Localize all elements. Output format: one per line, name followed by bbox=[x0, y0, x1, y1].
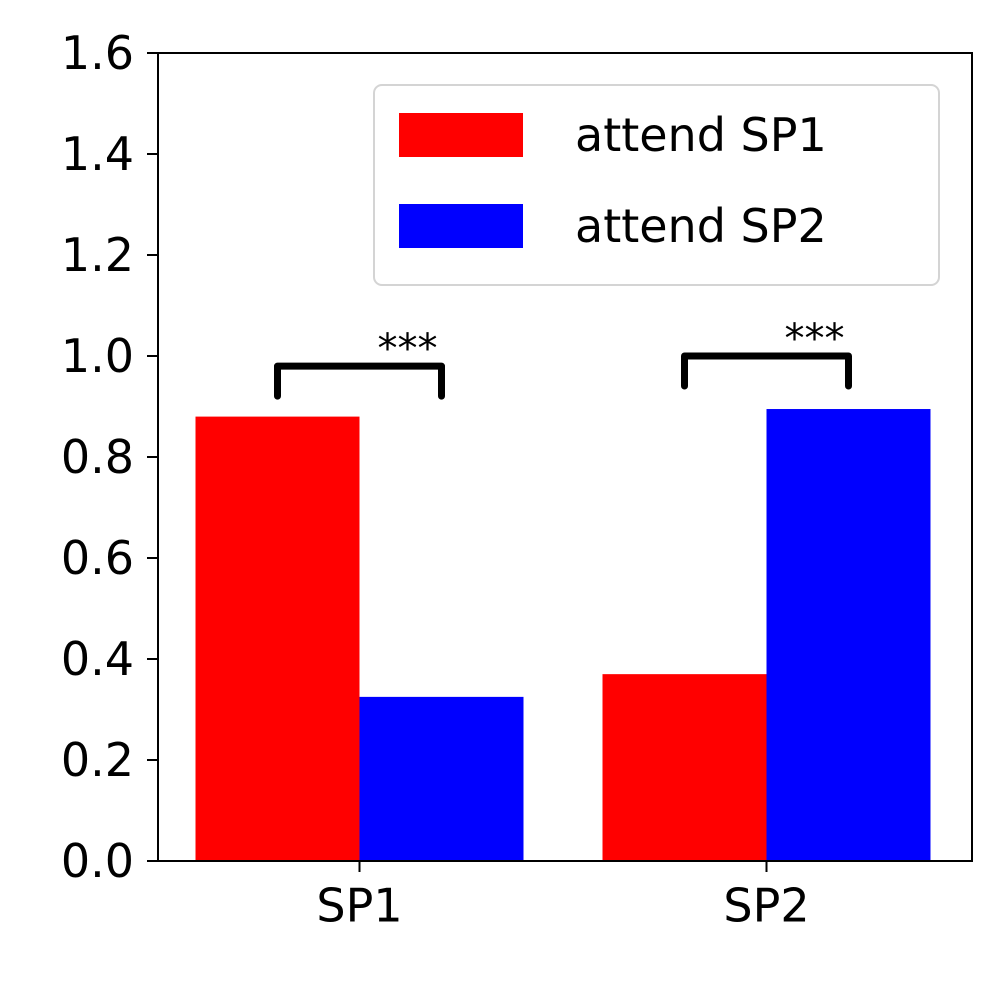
legend-label: attend SP2 bbox=[575, 199, 827, 253]
significance-bracket bbox=[681, 352, 852, 390]
bar-sp1-series-1 bbox=[195, 416, 360, 861]
bar-sp2-series-1 bbox=[602, 674, 767, 861]
y-tick-label: 0.6 bbox=[61, 531, 134, 585]
y-tick-label: 1.2 bbox=[61, 228, 134, 282]
y-tick-label: 0.8 bbox=[61, 430, 134, 484]
y-tick-label: 1.6 bbox=[61, 26, 134, 80]
legend-swatch bbox=[399, 204, 523, 248]
bars-layer bbox=[195, 409, 931, 861]
significance-stars: *** bbox=[378, 326, 438, 372]
y-tick-label: 0.2 bbox=[61, 733, 134, 787]
legend-label: attend SP1 bbox=[575, 108, 827, 162]
x-tick-label: SP1 bbox=[316, 878, 402, 932]
bar-sp2-series-2 bbox=[766, 409, 931, 861]
y-axis: 0.0 0.2 0.4 0.6 0.8 1.0 1.2 1.4 1.6 bbox=[61, 26, 158, 888]
significance-bracket bbox=[274, 362, 445, 400]
y-tick-label: 0.4 bbox=[61, 632, 134, 686]
x-tick-label: SP2 bbox=[723, 878, 809, 932]
significance-stars: *** bbox=[785, 316, 845, 362]
legend: attend SP1 attend SP2 bbox=[373, 84, 940, 286]
y-tick-label: 0.0 bbox=[61, 834, 134, 888]
y-tick-label: 1.0 bbox=[61, 329, 134, 383]
y-tick-label: 1.4 bbox=[61, 127, 134, 181]
x-axis: SP1 SP2 bbox=[316, 861, 810, 932]
significance-layer: *** *** bbox=[274, 316, 852, 400]
legend-swatch bbox=[399, 113, 523, 157]
bar-sp1-series-2 bbox=[359, 696, 524, 861]
